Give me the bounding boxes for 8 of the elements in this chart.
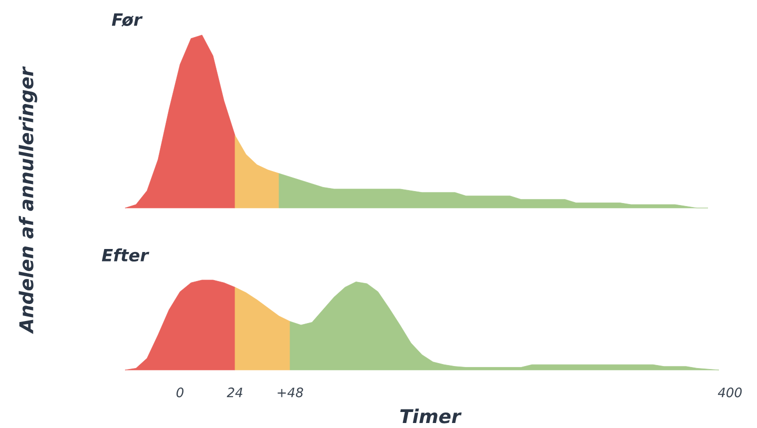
x-tick-label: 0 <box>176 388 184 398</box>
y-axis-title: Andelen af annulleringer <box>18 66 38 334</box>
x-tick-label: +48 <box>278 388 304 398</box>
chart-title: Efter <box>102 248 150 262</box>
chart-title: Før <box>112 13 143 27</box>
x-tick-label: 24 <box>226 388 242 398</box>
x-tick-label: 400 <box>718 388 742 398</box>
x-axis-title: Timer <box>400 408 462 424</box>
